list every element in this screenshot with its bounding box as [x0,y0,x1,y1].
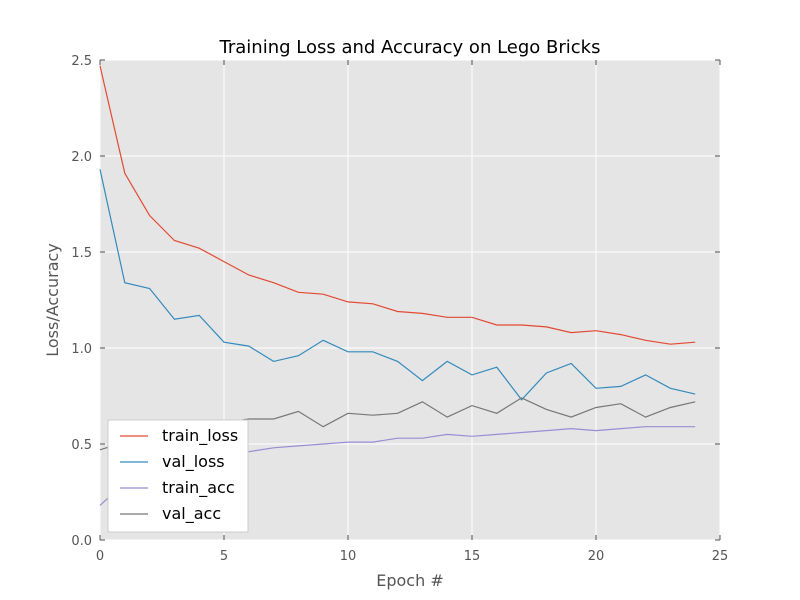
y-tick-label: 1.5 [71,246,92,261]
legend-box [107,419,249,533]
x-tick-label: 20 [588,549,605,564]
legend-label-val-acc: val_acc [162,504,221,524]
axis-ticks: 0 5 10 15 20 25 0.0 0.5 1.0 1.5 2.0 2.5 [71,54,728,564]
series-line-train-loss [99,65,696,345]
y-tick-label: 2.5 [71,54,92,69]
series-line-val-loss [99,169,696,401]
legend-label-val-loss: val_loss [162,452,225,472]
x-axis-label: Epoch # [376,571,443,590]
y-tick-label: 0.0 [71,534,92,549]
y-tick-label: 1.0 [71,342,92,357]
x-tick-label: 10 [340,549,357,564]
x-tick-label: 5 [220,549,228,564]
y-axis-label: Loss/Accuracy [43,243,62,357]
legend: train_loss val_loss train_acc val_acc [107,419,249,533]
legend-label-train-loss: train_loss [162,426,238,446]
x-tick-label: 15 [464,549,481,564]
x-tick-label: 0 [96,549,104,564]
chart-title: Training Loss and Accuracy on Lego Brick… [219,37,601,58]
y-tick-label: 2.0 [71,150,92,165]
legend-label-train-acc: train_acc [162,478,235,498]
x-tick-label: 25 [712,549,729,564]
y-tick-label: 0.5 [71,438,92,453]
